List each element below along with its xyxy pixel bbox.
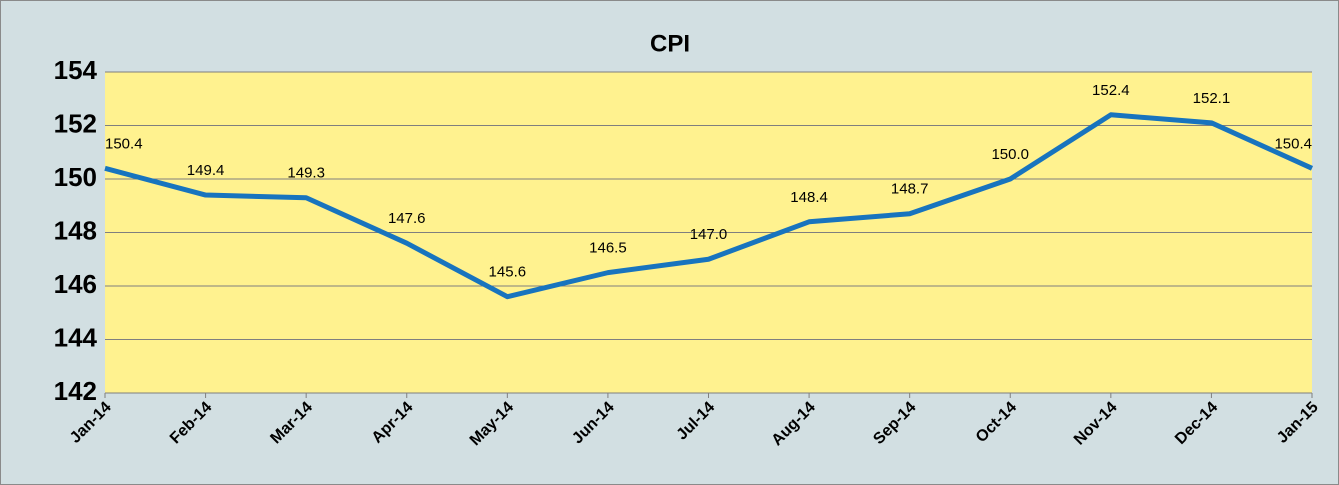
data-label: 149.3 <box>287 165 325 182</box>
y-tick-label: 142 <box>54 376 97 406</box>
data-label: 152.1 <box>1193 90 1231 107</box>
data-label: 150.4 <box>105 135 143 152</box>
y-tick-label: 144 <box>54 322 98 352</box>
y-tick-label: 154 <box>54 55 98 85</box>
data-label: 152.4 <box>1092 82 1130 99</box>
data-label: 149.4 <box>187 162 225 179</box>
data-label: 145.6 <box>489 264 527 281</box>
y-tick-label: 150 <box>54 162 97 192</box>
data-label: 146.5 <box>589 240 627 257</box>
data-label: 148.4 <box>790 189 828 206</box>
line <box>104 112 1314 300</box>
y-tick-label: 152 <box>54 108 97 138</box>
y-tick-label: 148 <box>54 215 97 245</box>
data-label: 147.0 <box>690 226 728 243</box>
data-label: 150.4 <box>1274 135 1312 152</box>
y-tick-label: 146 <box>54 269 97 299</box>
data-label: 148.7 <box>891 181 929 198</box>
data-label: 147.6 <box>388 210 426 227</box>
data-label: 150.0 <box>991 146 1029 163</box>
chart-title: CPI <box>650 30 690 57</box>
